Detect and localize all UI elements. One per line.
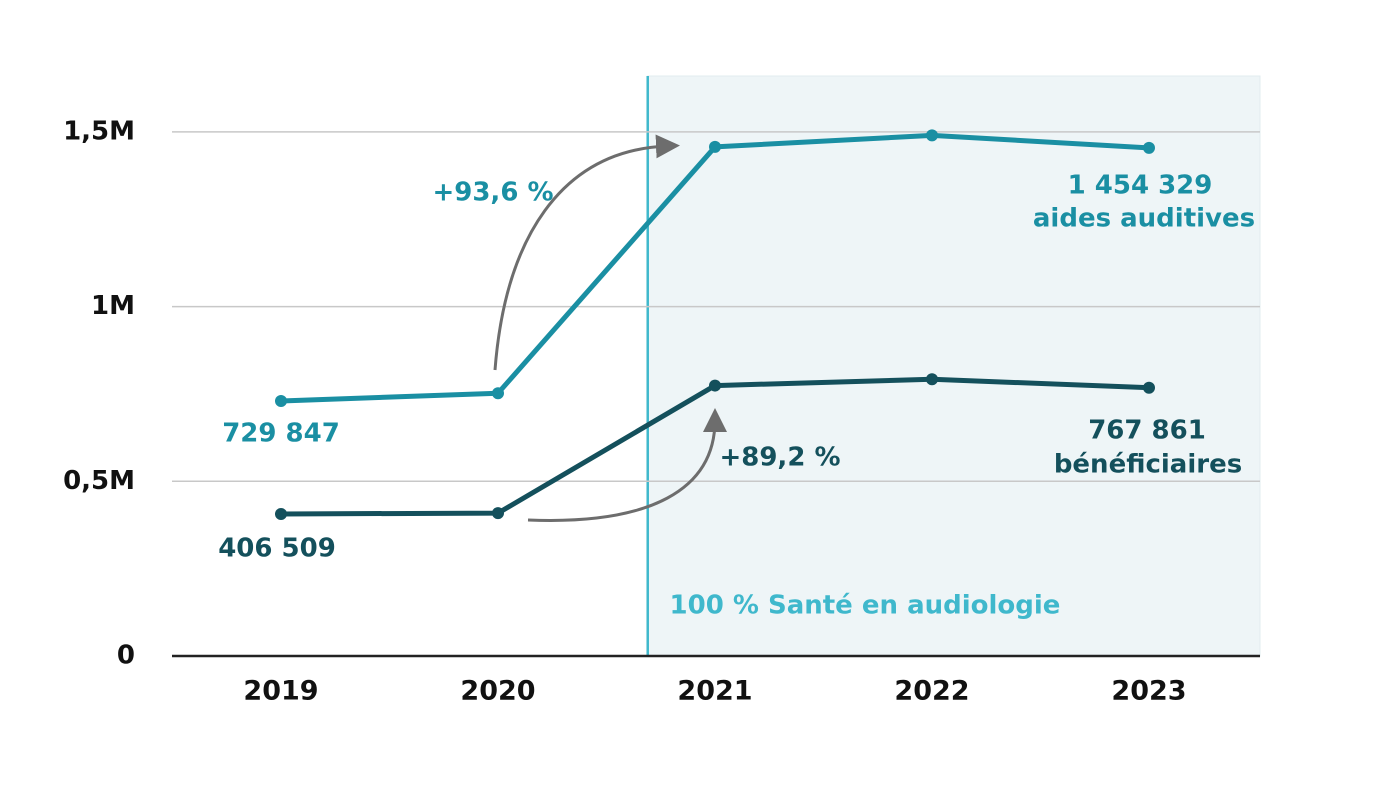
grid: 0 0,5M 1M 1,5M 2019 2020 2021 2022 2023	[63, 116, 1260, 707]
y-tick-label: 1,5M	[63, 116, 135, 146]
value-label: 406 509	[218, 534, 336, 564]
y-tick-label: 0,5M	[63, 466, 135, 496]
series-label: bénéficiaires	[1054, 450, 1242, 480]
point	[492, 507, 504, 520]
point	[709, 140, 721, 153]
annotation: +89,2 %	[719, 443, 840, 473]
point	[275, 507, 287, 520]
point	[492, 387, 504, 400]
highlight-region	[647, 75, 1261, 657]
annotation: 100 % Santé en audiologie	[670, 591, 1061, 621]
arrow	[527, 408, 727, 522]
value-label: 767 861	[1088, 416, 1206, 446]
point	[926, 373, 938, 386]
x-tick-label: 2022	[894, 676, 969, 707]
point	[1143, 141, 1155, 154]
point	[709, 379, 721, 392]
value-label: 1 454 329	[1068, 171, 1213, 201]
value-label: 729 847	[222, 419, 340, 449]
x-tick-label: 2020	[460, 676, 535, 707]
y-tick-label: 1M	[91, 291, 135, 321]
arrow	[493, 134, 680, 371]
point	[1143, 381, 1155, 394]
x-tick-label: 2019	[243, 676, 318, 707]
annotation: +93,6 %	[432, 178, 553, 208]
point	[926, 129, 938, 142]
x-tick-label: 2021	[677, 676, 752, 707]
x-tick-label: 2023	[1111, 676, 1186, 707]
background	[646, 75, 1261, 657]
y-tick-label: 0	[117, 641, 135, 671]
series-label: aides auditives	[1033, 204, 1255, 234]
point	[275, 394, 287, 407]
